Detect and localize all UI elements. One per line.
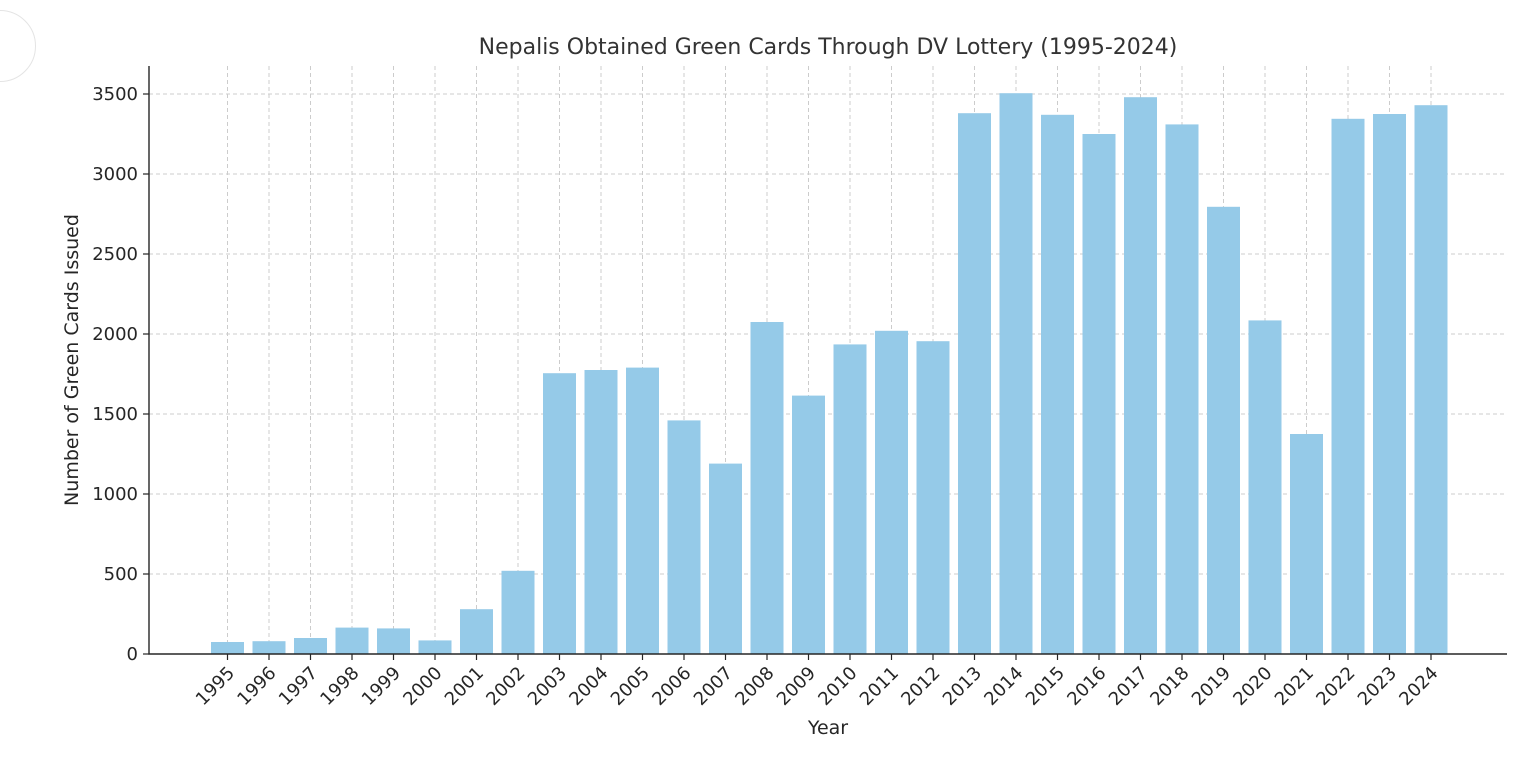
x-tick-label: 1998 — [316, 663, 363, 710]
bar-2024 — [1414, 105, 1448, 654]
bar-2015 — [1041, 114, 1074, 655]
x-tick-label: 2001 — [441, 663, 488, 710]
x-tick-label: 2011 — [856, 663, 903, 710]
x-tick-label: 2005 — [607, 663, 654, 710]
bar-2006 — [667, 420, 701, 654]
bar-2022 — [1331, 118, 1365, 655]
bar-2000 — [418, 640, 452, 654]
x-tick-label: 1996 — [233, 663, 280, 710]
bar-2003 — [543, 373, 576, 654]
x-tick-label: 2023 — [1354, 663, 1401, 710]
bar-2019 — [1207, 206, 1240, 655]
x-tick-label: 2014 — [980, 663, 1027, 710]
x-tick-label: 2016 — [1063, 663, 1110, 710]
x-tick-label: 2003 — [524, 663, 571, 710]
x-tick-label: 1999 — [358, 663, 405, 710]
x-tick-label: 2021 — [1271, 663, 1318, 710]
y-tick-label: 3000 — [92, 164, 138, 185]
x-tick-label: 2010 — [814, 663, 861, 710]
x-tick-label: 2000 — [399, 663, 446, 710]
y-tick-label: 500 — [104, 564, 138, 585]
bar-2020 — [1248, 320, 1282, 654]
x-tick-label: 2006 — [648, 663, 695, 710]
x-tick-label: 1995 — [192, 663, 239, 710]
bar-2010 — [833, 344, 867, 654]
bar-2007 — [709, 463, 742, 654]
x-tick-label: 1997 — [275, 663, 322, 710]
y-tick-label: 2000 — [92, 324, 138, 345]
x-axis-ticks: 1995199619971998199920002001200220032004… — [192, 654, 1443, 710]
x-tick-label: 2013 — [939, 663, 986, 710]
x-tick-label: 2007 — [690, 663, 737, 710]
x-tick-label: 2019 — [1188, 663, 1235, 710]
bar-2001 — [460, 609, 493, 654]
bar-2023 — [1373, 114, 1406, 654]
bar-2002 — [501, 570, 535, 654]
bar-2011 — [875, 330, 908, 654]
bar-2005 — [626, 367, 659, 654]
x-tick-label: 2009 — [773, 663, 820, 710]
bar-2016 — [1082, 134, 1116, 654]
x-tick-label: 2017 — [1105, 663, 1152, 710]
y-tick-label: 2500 — [92, 244, 138, 265]
bar-1998 — [335, 627, 369, 654]
bar-2004 — [584, 370, 618, 654]
bar-2021 — [1290, 434, 1323, 654]
x-tick-label: 2008 — [731, 663, 778, 710]
bar-1995 — [211, 642, 244, 654]
bar-1996 — [252, 641, 286, 654]
x-tick-label: 2024 — [1395, 663, 1442, 710]
bar-2008 — [750, 322, 784, 654]
x-tick-label: 2020 — [1229, 663, 1276, 710]
bar-2009 — [792, 395, 825, 654]
y-tick-label: 1000 — [92, 484, 138, 505]
x-tick-label: 2018 — [1146, 663, 1193, 710]
y-axis-label: Number of Green Cards Issued — [61, 214, 83, 506]
bar-1997 — [294, 638, 327, 654]
bar-2014 — [999, 93, 1033, 654]
bars — [211, 93, 1448, 655]
bar-2013 — [958, 113, 991, 654]
bar-2017 — [1124, 97, 1157, 654]
y-tick-label: 1500 — [92, 404, 138, 425]
x-tick-label: 2022 — [1312, 663, 1359, 710]
y-axis-ticks: 0 500 1000 1500 2000 2500 3000 3500 — [92, 84, 149, 665]
bar-2012 — [916, 341, 950, 654]
bar-1999 — [377, 628, 410, 654]
x-tick-label: 2004 — [565, 663, 612, 710]
y-tick-label: 3500 — [92, 84, 138, 105]
x-tick-label: 2015 — [1022, 663, 1069, 710]
x-tick-label: 2002 — [482, 663, 529, 710]
y-tick-label: 0 — [127, 644, 138, 665]
x-tick-label: 2012 — [897, 663, 944, 710]
bar-2018 — [1165, 124, 1199, 654]
x-axis-label: Year — [807, 717, 848, 739]
chart-title: Nepalis Obtained Green Cards Through DV … — [479, 35, 1178, 60]
